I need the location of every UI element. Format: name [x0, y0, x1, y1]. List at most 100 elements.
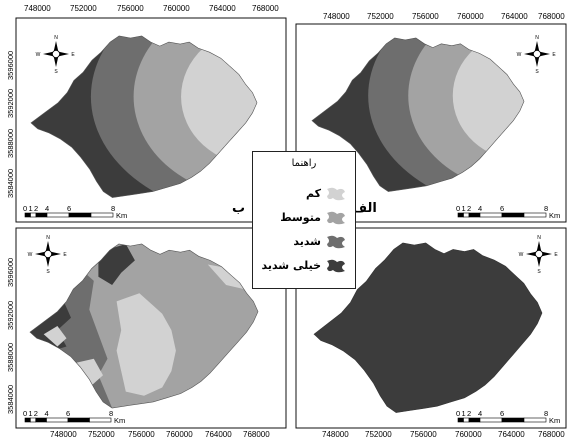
- bottom-x-ticks-right: 748000 752000 756000 760000 764000 76800…: [322, 430, 565, 439]
- top-x-ticks-left: 748000 752000 756000 760000 764000 76800…: [24, 4, 279, 13]
- scale-label: 4: [478, 409, 482, 418]
- x-tick: 748000: [323, 12, 350, 21]
- catchment-outline: [311, 37, 525, 192]
- x-tick: 748000: [24, 4, 51, 13]
- scale-label: 0: [456, 409, 460, 418]
- compass-letter: S: [537, 269, 541, 275]
- legend-item-moderate: متوسط: [253, 208, 355, 230]
- x-tick: 768000: [538, 430, 565, 439]
- x-tick: 760000: [163, 4, 190, 13]
- scale-label: 2: [34, 204, 38, 213]
- legend-label: خیلی شدید: [261, 259, 321, 272]
- panel-frame-bottom-right: [295, 227, 567, 429]
- zone-low: [116, 293, 176, 396]
- compass-letter: N: [537, 235, 541, 241]
- scale-label: 8: [544, 204, 548, 213]
- compass-letter: W: [519, 252, 524, 258]
- scale-unit: Km: [116, 211, 127, 220]
- zone-low: [452, 38, 524, 161]
- compass-letter: N: [535, 35, 539, 41]
- legend-swatch-very-severe: [327, 259, 345, 273]
- x-tick: 748000: [50, 430, 77, 439]
- zone-very-severe: [98, 244, 135, 285]
- y-tick: 3596000: [6, 51, 15, 80]
- scale-label: 0: [456, 204, 460, 213]
- x-tick: 752000: [88, 430, 115, 439]
- x-tick: 756000: [412, 12, 439, 21]
- compass-letter: S: [54, 69, 58, 75]
- zone-low: [181, 36, 257, 166]
- legend-swatch-severe: [327, 235, 345, 249]
- legend-swatch-low: [327, 187, 345, 201]
- y-ticks-bottom: 3596000 3592000 3588000 3584000: [6, 258, 15, 414]
- x-tick: 764000: [205, 430, 232, 439]
- compass-letter: W: [36, 52, 41, 58]
- compass-letter: W: [28, 252, 33, 258]
- legend-item-low: کم: [253, 184, 355, 206]
- x-tick: 760000: [455, 430, 482, 439]
- legend-label: متوسط: [280, 211, 321, 224]
- scale-unit: Km: [549, 416, 560, 425]
- map-bottom-right: [313, 242, 543, 413]
- scale-label: 8: [111, 204, 115, 213]
- zone-low: [43, 326, 67, 347]
- legend: راهنما کم متوسط شدید خیلی شدید: [252, 151, 356, 289]
- legend-title: راهنما: [291, 158, 317, 169]
- x-tick: 760000: [457, 12, 484, 21]
- scale-unit: Km: [549, 211, 560, 220]
- compass-rose-icon: N E S W: [28, 235, 68, 275]
- scale-bar: 0 1 2 4 6 8Km: [23, 204, 127, 220]
- scale-unit: Km: [114, 416, 125, 425]
- y-tick: 3592000: [6, 89, 15, 118]
- scale-label: 4: [45, 204, 49, 213]
- top-x-ticks-right: 748000 752000 756000 760000 764000 76800…: [323, 12, 565, 21]
- compass-letter: E: [554, 252, 558, 258]
- catchment-outline: [30, 35, 258, 198]
- x-tick: 756000: [410, 430, 437, 439]
- scale-label: 0: [23, 409, 27, 418]
- x-tick: 768000: [538, 12, 565, 21]
- catchment-outline: [29, 243, 259, 409]
- compass-rose-icon: N E S W: [519, 235, 559, 275]
- y-tick: 3588000: [6, 343, 15, 372]
- x-tick: 752000: [365, 430, 392, 439]
- compass-letter: N: [46, 235, 50, 241]
- compass-letter: E: [71, 52, 75, 58]
- x-tick: 756000: [117, 4, 144, 13]
- scale-label: 4: [45, 409, 49, 418]
- scale-label: 0: [23, 204, 27, 213]
- x-tick: 748000: [322, 430, 349, 439]
- scale-label: 1: [29, 204, 33, 213]
- scale-label: 8: [544, 409, 548, 418]
- legend-item-severe: شدید: [253, 232, 355, 254]
- x-tick: 756000: [128, 430, 155, 439]
- compass-rose-icon: N E S W: [36, 35, 76, 75]
- scale-label: 6: [500, 409, 504, 418]
- compass-letter: W: [517, 52, 522, 58]
- x-tick: 768000: [243, 430, 270, 439]
- compass-rose-icon: N E S W: [517, 35, 557, 75]
- x-tick: 764000: [209, 4, 236, 13]
- compass-letter: N: [54, 35, 58, 41]
- scale-label: 1: [28, 409, 32, 418]
- scale-label: 1: [462, 204, 466, 213]
- x-tick: 764000: [498, 430, 525, 439]
- scale-label: 2: [467, 204, 471, 213]
- legend-item-very-severe: خیلی شدید: [253, 256, 355, 278]
- zone-very-severe: [313, 242, 543, 413]
- zone-low: [207, 264, 245, 290]
- scale-label: 6: [67, 204, 71, 213]
- y-tick: 3584000: [6, 385, 15, 414]
- legend-swatch-moderate: [327, 211, 345, 225]
- y-tick: 3592000: [6, 301, 15, 330]
- x-tick: 768000: [252, 4, 279, 13]
- compass-letter: E: [552, 52, 556, 58]
- scale-label: 8: [109, 409, 113, 418]
- scale-bar: 0 1 2 4 6 8Km: [23, 409, 125, 425]
- legend-label: شدید: [293, 235, 321, 248]
- scale-label: 2: [34, 409, 38, 418]
- y-ticks-top: 3596000 3592000 3588000 3584000: [6, 51, 15, 198]
- panel-frame-bottom-left: [15, 227, 287, 429]
- panel-frame-top-right: [295, 23, 567, 223]
- scale-label: 2: [467, 409, 471, 418]
